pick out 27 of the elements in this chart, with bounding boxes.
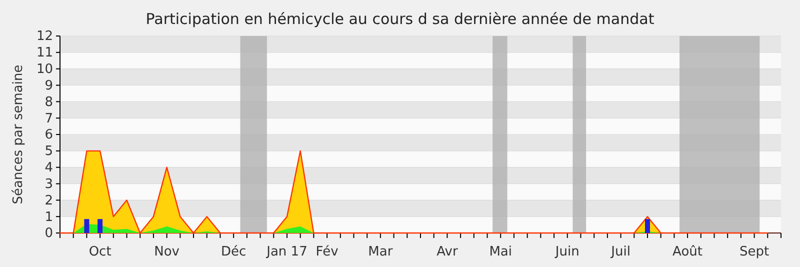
y-tick-label: 7 xyxy=(44,111,53,126)
x-tick-label: Fév xyxy=(316,244,339,260)
x-tick-label: Jan 17 xyxy=(266,244,308,260)
y-tick-label: 12 xyxy=(36,29,53,44)
y-tick-label: 10 xyxy=(36,62,53,77)
x-tick-label: Sept xyxy=(739,244,770,260)
x-tick-label: Mar xyxy=(368,244,394,260)
y-tick-label: 4 xyxy=(44,160,53,176)
y-tick-label: 3 xyxy=(44,176,53,192)
y-tick-label: 1 xyxy=(44,210,53,225)
y-tick-label: 11 xyxy=(36,46,53,61)
x-tick-label: Avr xyxy=(436,244,458,260)
y-tick-label: 9 xyxy=(44,78,53,94)
x-tick-label: Mai xyxy=(489,244,512,260)
y-tick-label: 0 xyxy=(44,226,53,242)
x-tick-label: Août xyxy=(672,244,703,260)
x-tick-label: Nov xyxy=(154,244,180,260)
y-tick-label: 6 xyxy=(44,128,53,143)
y-axis-title: Séances par semaine xyxy=(11,64,26,204)
x-tick-label: Juil xyxy=(610,244,630,260)
x-tick-label: Juin xyxy=(554,244,580,260)
y-tick-label: 8 xyxy=(44,94,53,110)
x-tick-label: Déc xyxy=(220,244,246,260)
x-tick-label: Oct xyxy=(88,244,112,260)
y-tick-label: 2 xyxy=(44,193,53,208)
chart-title: Participation en hémicycle au cours d sa dernière année de mandat xyxy=(146,10,654,28)
y-tick-label: 5 xyxy=(44,144,53,160)
